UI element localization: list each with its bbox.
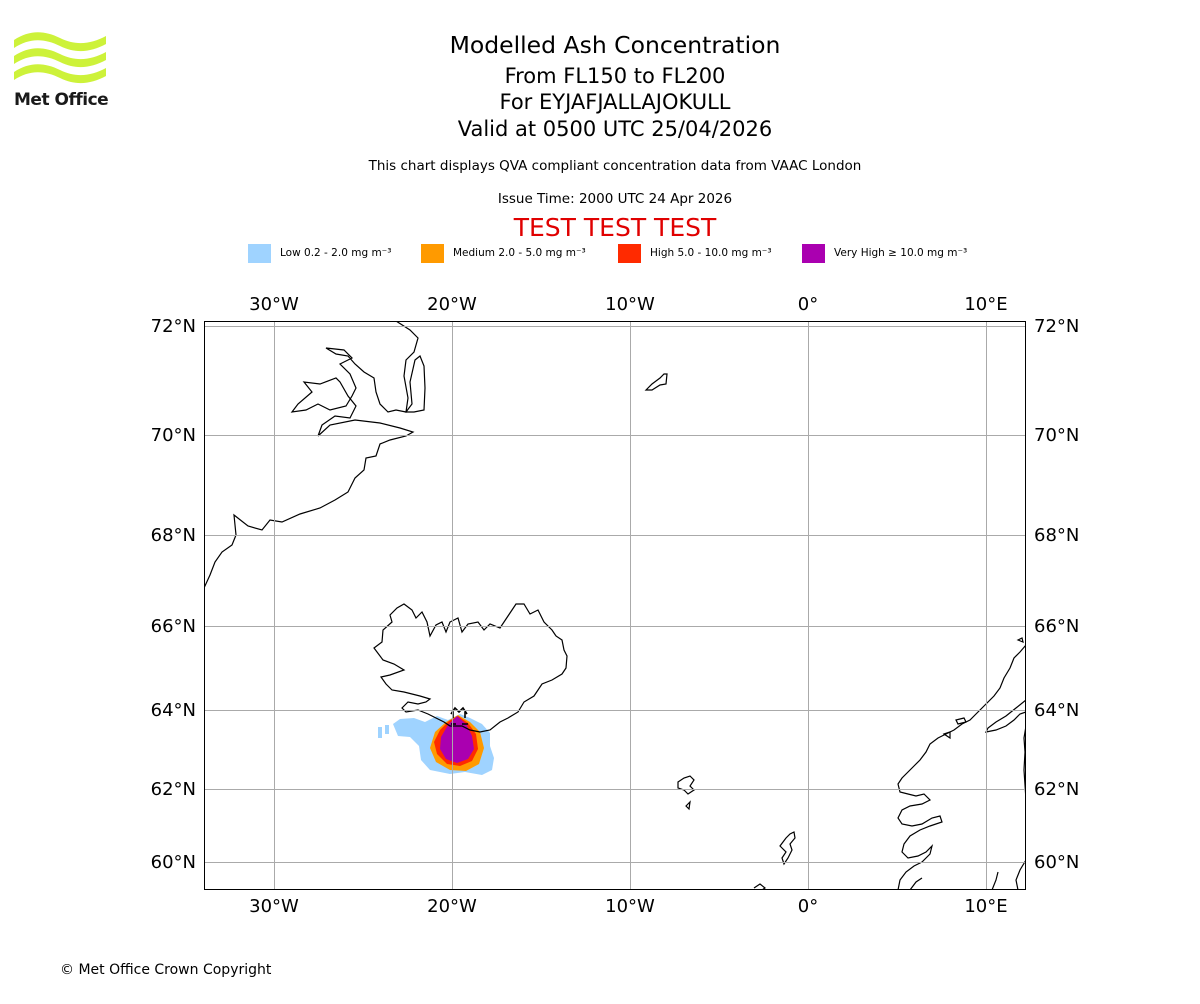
lat-label-right: 68°N bbox=[1034, 525, 1079, 546]
lat-label-left: 60°N bbox=[151, 852, 196, 873]
met-office-waves-icon bbox=[14, 32, 106, 84]
chart-title: Modelled Ash Concentration bbox=[449, 31, 781, 59]
map-ocean bbox=[204, 321, 1026, 890]
lat-label-right: 64°N bbox=[1034, 700, 1079, 721]
legend-swatch-medium bbox=[421, 243, 444, 263]
lon-label-bottom: 10°E bbox=[964, 896, 1007, 917]
lon-label-top: 10°W bbox=[605, 294, 655, 315]
lat-label-left: 68°N bbox=[151, 525, 196, 546]
legend-item-very-high: Very High ≥ 10.0 mg m⁻³ bbox=[802, 243, 967, 263]
lat-label-right: 66°N bbox=[1034, 616, 1079, 637]
lon-label-bottom: 20°W bbox=[427, 896, 477, 917]
legend-swatch-very-high bbox=[802, 243, 825, 263]
legend-label-medium: Medium 2.0 - 5.0 mg m⁻³ bbox=[453, 247, 586, 259]
flight-levels: From FL150 to FL200 bbox=[504, 64, 726, 88]
legend-item-high: High 5.0 - 10.0 mg m⁻³ bbox=[618, 243, 772, 263]
coastline-greenland-peninsula bbox=[404, 355, 426, 413]
legend-swatch-low bbox=[248, 243, 271, 263]
lon-labels-top: 30°W 20°W 10°W 0° 10°E bbox=[249, 294, 1007, 315]
map-frame bbox=[204, 321, 1026, 890]
met-office-logo: Met Office bbox=[14, 30, 109, 110]
lon-label-top: 10°E bbox=[964, 294, 1007, 315]
lon-label-bottom: 0° bbox=[798, 896, 818, 917]
ash-plume-low-speck bbox=[385, 725, 389, 734]
coastline-shetland bbox=[779, 831, 796, 866]
legend-label-high: High 5.0 - 10.0 mg m⁻³ bbox=[650, 247, 772, 259]
legend-label-very-high: Very High ≥ 10.0 mg m⁻³ bbox=[834, 247, 968, 259]
ash-plume-low-speck bbox=[378, 727, 382, 738]
coastline-norway bbox=[897, 644, 1026, 890]
lon-labels-bottom: 30°W 20°W 10°W 0° 10°E bbox=[249, 896, 1007, 917]
coastline-jan-mayen bbox=[644, 373, 668, 391]
coastline-greenland bbox=[204, 321, 419, 589]
lat-label-left: 62°N bbox=[151, 779, 196, 800]
test-banner: TEST TEST TEST bbox=[513, 213, 717, 242]
coastline-iceland bbox=[373, 603, 568, 733]
lat-label-left: 72°N bbox=[151, 316, 196, 337]
copyright: © Met Office Crown Copyright bbox=[60, 962, 272, 978]
lat-label-right: 62°N bbox=[1034, 779, 1079, 800]
lat-label-left: 70°N bbox=[151, 425, 196, 446]
lon-label-top: 20°W bbox=[427, 294, 477, 315]
legend: Low 0.2 - 2.0 mg m⁻³ Medium 2.0 - 5.0 mg… bbox=[0, 243, 1200, 265]
lon-label-top: 0° bbox=[798, 294, 818, 315]
lat-label-right: 60°N bbox=[1034, 852, 1079, 873]
lat-label-right: 72°N bbox=[1034, 316, 1079, 337]
lon-label-bottom: 10°W bbox=[605, 896, 655, 917]
logo-text: Met Office bbox=[14, 90, 109, 110]
coastline-norway-islands bbox=[942, 637, 1024, 740]
lon-label-top: 30°W bbox=[249, 294, 299, 315]
chart-description: This chart displays QVA compliant concen… bbox=[368, 158, 862, 174]
lat-label-right: 70°N bbox=[1034, 425, 1079, 446]
legend-label-low: Low 0.2 - 2.0 mg m⁻³ bbox=[280, 247, 392, 259]
valid-time: Valid at 0500 UTC 25/04/2026 bbox=[457, 117, 773, 141]
volcano-name: For EYJAFJALLAJOKULL bbox=[499, 90, 731, 114]
lon-label-bottom: 30°W bbox=[249, 896, 299, 917]
issue-time: Issue Time: 2000 UTC 24 Apr 2026 bbox=[497, 191, 733, 207]
lat-label-left: 64°N bbox=[151, 700, 196, 721]
legend-item-low: Low 0.2 - 2.0 mg m⁻³ bbox=[248, 243, 391, 263]
lat-label-left: 66°N bbox=[151, 616, 196, 637]
gridlines bbox=[204, 321, 1026, 890]
legend-swatch-high bbox=[618, 243, 641, 263]
lat-labels-left: 72°N 70°N 68°N 66°N 64°N 62°N 60°N bbox=[151, 316, 196, 873]
legend-item-medium: Medium 2.0 - 5.0 mg m⁻³ bbox=[421, 243, 586, 263]
lat-labels-right: 72°N 70°N 68°N 66°N 64°N 62°N 60°N bbox=[1034, 316, 1079, 873]
